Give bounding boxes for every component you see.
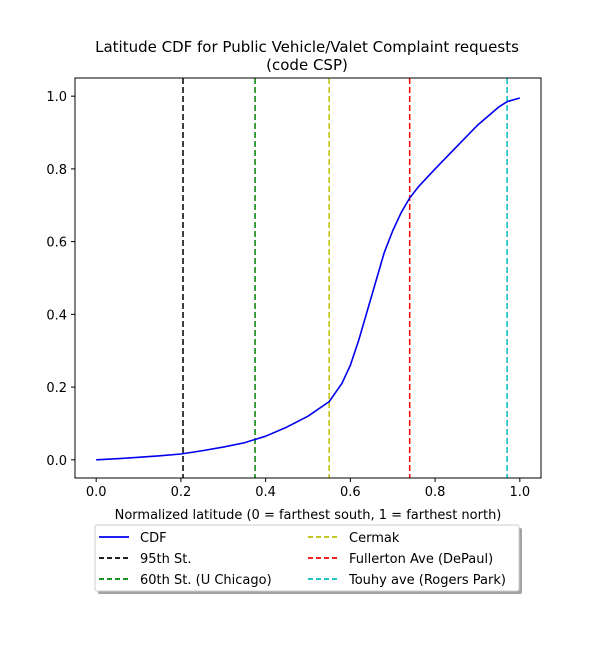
y-tick-label: 0.0 [46, 454, 67, 469]
plot-frame [74, 77, 542, 479]
x-tick-label: 1.0 [509, 485, 530, 500]
series-layer [96, 97, 521, 461]
x-tick-label: 0.0 [86, 485, 107, 500]
legend-label: 60th St. (U Chicago) [140, 573, 272, 588]
legend-label: CDF [140, 531, 167, 546]
legend-label: Cermak [349, 531, 400, 546]
axis-ticks: 0.0 0.2 0.4 0.6 0.8 1.0 0.0 0.2 0.4 0.6 0.8 1.0 [46, 90, 530, 500]
y-tick-label: 0.4 [46, 308, 67, 323]
y-tick-label: 0.6 [46, 236, 67, 251]
y-tick-label: 0.8 [46, 163, 67, 178]
x-tick-label: 0.4 [255, 485, 276, 500]
y-tick-label: 0.2 [46, 381, 67, 396]
legend: CDF 95th St. 60th St. (U Chicago) Cermak Ful… [94, 524, 522, 594]
y-tick-label: 1.0 [46, 90, 67, 105]
chart-subtitle: (code CSP) [266, 56, 348, 74]
legend-label: Fullerton Ave (DePaul) [349, 552, 493, 567]
x-tick-label: 0.8 [425, 485, 446, 500]
cdf-series-line [96, 97, 521, 461]
x-tick-label: 0.2 [171, 485, 192, 500]
legend-label: Touhy ave (Rogers Park) [348, 573, 506, 588]
reference-lines [182, 78, 508, 478]
x-axis-label: Normalized latitude (0 = farthest south,… [115, 508, 502, 523]
legend-box [94, 524, 520, 592]
legend-label: 95th St. [140, 552, 192, 567]
chart-title: Latitude CDF for Public Vehicle/Valet Co… [95, 38, 519, 56]
x-tick-label: 0.6 [340, 485, 361, 500]
